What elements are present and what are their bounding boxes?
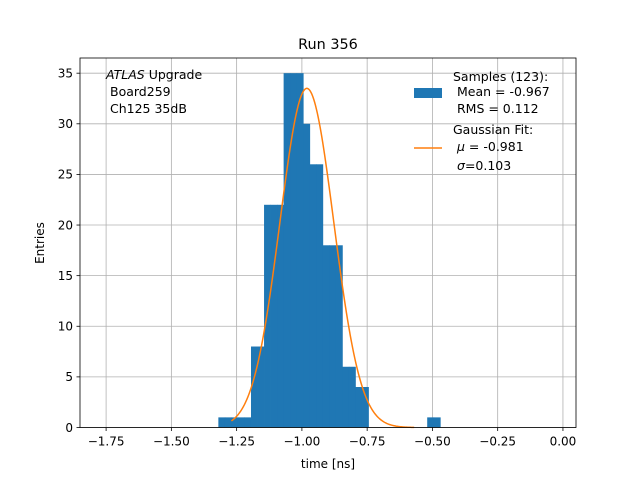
histogram-bar bbox=[290, 73, 298, 428]
legend-sigma-symbol: σ bbox=[457, 158, 466, 173]
x-tick-label: −0.50 bbox=[414, 435, 451, 449]
histogram-bar bbox=[283, 73, 291, 428]
y-axis-ticks: 0 5 10 15 20 25 30 35 bbox=[58, 66, 80, 435]
histogram-bars bbox=[218, 73, 441, 428]
histogram-bar bbox=[316, 164, 324, 428]
annotation-line-1: ATLAS Upgrade bbox=[105, 67, 202, 82]
histogram-bar bbox=[296, 73, 304, 428]
legend-fit-label: Gaussian Fit: bbox=[453, 122, 533, 137]
legend-mu-symbol: μ bbox=[456, 139, 465, 154]
histogram-bar bbox=[329, 245, 337, 428]
x-tick-label: −1.50 bbox=[153, 435, 190, 449]
histogram-bar bbox=[237, 417, 245, 428]
histogram-bar bbox=[348, 366, 356, 428]
y-tick-label: 30 bbox=[58, 117, 73, 131]
annotation-channel: Ch125 35dB bbox=[110, 101, 187, 116]
histogram-bar bbox=[342, 366, 350, 428]
histogram-bar bbox=[250, 346, 258, 428]
y-tick-label: 35 bbox=[58, 66, 73, 80]
histogram-bar bbox=[427, 417, 435, 428]
y-tick-label: 5 bbox=[65, 370, 73, 384]
gaussian-fit-curve bbox=[230, 87, 415, 429]
legend-fit-sigma: σ=0.103 bbox=[457, 158, 511, 173]
x-tick-label: −0.25 bbox=[479, 435, 516, 449]
histogram-bar bbox=[335, 245, 343, 428]
x-tick-label: −1.25 bbox=[218, 435, 255, 449]
y-tick-label: 15 bbox=[58, 269, 73, 283]
legend-histogram-rms: RMS = 0.112 bbox=[453, 101, 539, 116]
y-tick-label: 20 bbox=[58, 218, 73, 232]
histogram-bar bbox=[244, 417, 252, 428]
y-tick-label: 10 bbox=[58, 320, 73, 334]
legend-sigma-value: =0.103 bbox=[465, 158, 511, 173]
annotation-atlas: ATLAS bbox=[105, 67, 145, 82]
histogram-bar bbox=[361, 387, 369, 428]
annotation-board: Board259 bbox=[110, 84, 171, 99]
legend-fit-mu: μ = -0.981 bbox=[456, 139, 524, 154]
x-axis-ticks: −1.75 −1.50 −1.25 −1.00 −0.75 −0.50 −0.25 0.00 bbox=[88, 427, 577, 449]
histogram-bar bbox=[231, 417, 239, 428]
x-tick-label: 0.00 bbox=[550, 435, 577, 449]
histogram-bar bbox=[257, 346, 265, 428]
x-tick-label: −1.00 bbox=[284, 435, 321, 449]
y-axis-label: Entries bbox=[33, 222, 47, 264]
histogram-bar bbox=[270, 204, 278, 428]
plot-frame bbox=[79, 57, 577, 428]
legend-histogram-mean: Mean = -0.967 bbox=[453, 84, 550, 99]
histogram-bar bbox=[322, 245, 330, 428]
chart-title: Run 356 bbox=[298, 37, 358, 53]
histogram-bar bbox=[224, 417, 232, 428]
histogram-bar bbox=[277, 204, 285, 428]
histogram-bar bbox=[264, 204, 271, 428]
x-tick-label: −1.75 bbox=[88, 435, 125, 449]
y-tick-label: 25 bbox=[58, 168, 73, 182]
legend-mu-value: = -0.981 bbox=[465, 139, 524, 154]
run-annotation: ATLAS Upgrade Board259 Ch125 35dB bbox=[105, 67, 202, 116]
y-tick-label: 0 bbox=[65, 421, 73, 435]
legend: Samples (123): Mean = -0.967 RMS = 0.112… bbox=[414, 69, 550, 173]
legend-histogram-swatch bbox=[414, 88, 442, 98]
x-tick-label: −0.75 bbox=[349, 435, 386, 449]
histogram-bar bbox=[355, 387, 363, 428]
histogram-bar bbox=[433, 417, 441, 428]
histogram-bar bbox=[218, 417, 226, 428]
x-axis-label: time [ns] bbox=[301, 457, 355, 471]
legend-histogram-label: Samples (123): bbox=[453, 69, 548, 84]
annotation-upgrade: Upgrade bbox=[145, 67, 203, 82]
histogram-bar bbox=[309, 164, 317, 428]
histogram-bar bbox=[303, 123, 311, 428]
